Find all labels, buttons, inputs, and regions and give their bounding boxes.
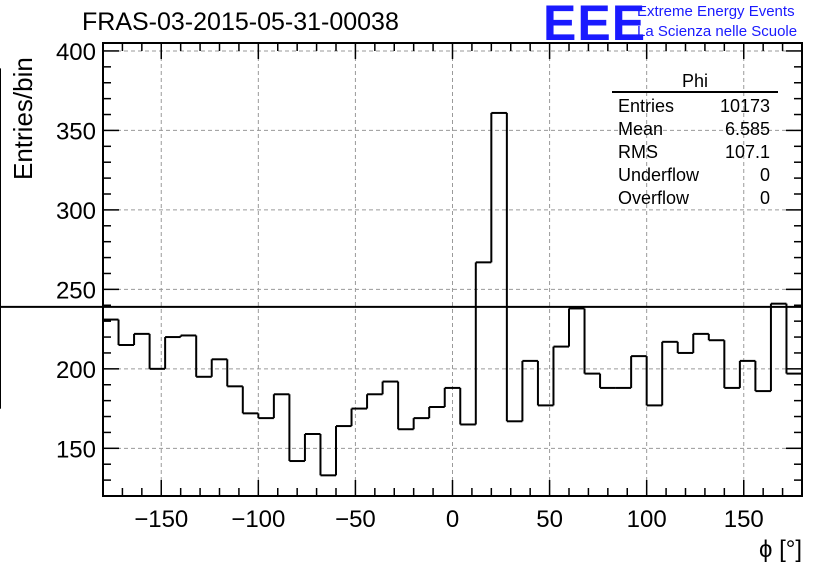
stats-row-value: 0 — [759, 165, 770, 185]
brand-line-1: Extreme Energy Events — [637, 3, 795, 20]
stats-row-label: Underflow — [618, 165, 700, 185]
stats-rows: Entries 10173 Mean 6.585 RMS 107.1 Underflow 0 O… — [612, 95, 778, 210]
x-tick-labels: −150 −100 −50 0 50 100 150 — [134, 506, 764, 533]
x-tick-label: 50 — [536, 506, 563, 533]
eee-logo: EEE — [543, 0, 647, 51]
y-tick-labels: 150 200 250 300 350 400 — [56, 39, 96, 463]
brand-text: Extreme Energy Events La Scienza nelle S… — [637, 2, 797, 42]
x-axis-label: ϕ [°] — [758, 536, 802, 563]
stats-box: Phi Entries 10173 Mean 6.585 RMS 107.1 Underfl… — [612, 71, 778, 210]
stats-row-value: 107.1 — [724, 142, 770, 162]
stats-row: Mean 6.585 — [612, 118, 778, 141]
x-tick-label: −50 — [335, 506, 376, 533]
stats-row-label: Mean — [618, 119, 664, 139]
x-tick-label: 150 — [724, 506, 764, 533]
y-tick-label: 300 — [56, 198, 96, 225]
stats-divider — [612, 91, 778, 93]
axis-ticks — [102, 43, 803, 496]
brand-line-2: La Scienza nelle Scuole — [637, 23, 798, 40]
stats-title: Phi — [681, 71, 708, 91]
x-tick-label: 100 — [627, 506, 667, 533]
stats-row-label: RMS — [618, 142, 658, 162]
stats-row-value: 10173 — [719, 96, 770, 116]
x-tick-label: −150 — [134, 506, 188, 533]
y-axis-label: Entries/bin — [8, 57, 38, 180]
stats-row: Entries 10173 — [612, 95, 778, 118]
stats-row: RMS 107.1 — [612, 141, 778, 164]
stats-row-label: Overflow — [618, 188, 690, 208]
chart-title: FRAS-03-2015-05-31-00038 — [82, 8, 399, 36]
stats-row: Overflow 0 — [612, 187, 778, 210]
y-tick-label: 200 — [56, 357, 96, 384]
x-tick-label: 0 — [446, 506, 459, 533]
x-tick-label: −100 — [231, 506, 285, 533]
stats-row: Underflow 0 — [612, 164, 778, 187]
stats-row-value: 6.585 — [724, 119, 770, 139]
histogram-bins — [0, 68, 803, 477]
y-tick-label: 350 — [56, 118, 96, 145]
plot-frame — [102, 42, 803, 497]
y-tick-label: 400 — [56, 39, 96, 66]
y-tick-label: 250 — [56, 277, 96, 304]
stats-row-label: Entries — [618, 96, 675, 116]
stats-row-value: 0 — [759, 188, 770, 208]
y-tick-label: 150 — [56, 436, 96, 463]
